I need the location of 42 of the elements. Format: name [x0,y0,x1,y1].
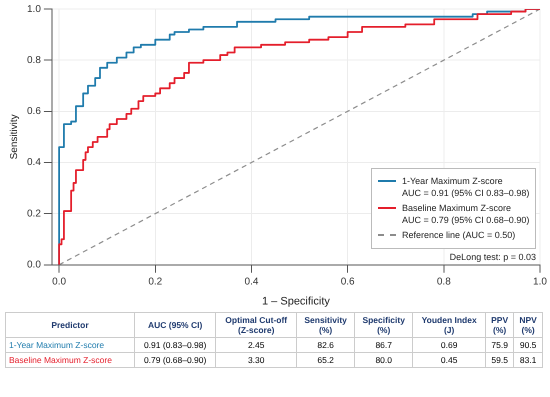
y-tick-label: 0.6 [26,106,42,118]
category-label: Specificity (%) [354,312,413,338]
legend-label: 1-Year Maximum Z-score AUC = 0.91 (95% CI 0.83–0.98) [402,174,530,200]
text: 86.7 [375,340,392,350]
annotation: DeLong test: p = 0.03 [450,252,536,262]
text: 3.30 [248,355,264,365]
category-label: 1-Year Maximum Z-score [9,340,104,350]
y-tick-label: 0.8 [26,54,42,66]
legend-label: Baseline Maximum Z-score AUC = 0.79 (95% CI 0.68–0.90) [402,202,530,226]
category-label: Optimal Cut-off (Z-score) [216,312,297,338]
text: 83.1 [520,355,536,365]
category-label: Sensitivity (%) [296,312,355,338]
text: 0.69 [440,340,458,350]
category-label: PPV (%) [486,312,514,338]
category-label: NPV (%) [514,312,542,338]
text: Predictor [6,312,134,338]
y-tick-label: 0.0 [26,260,42,271]
y-axis-title: Sensitivity [8,114,20,160]
text: 0.91 (0.83–0.98) [144,340,206,350]
x-tick-label: 1.0 [533,276,548,288]
category-label: Youden Index (J) [412,312,486,338]
text: 65.2 [317,355,334,365]
x-axis-title: 1 – Specificity [262,295,330,308]
y-tick-label: 0.2 [26,208,42,220]
y-tick-label: 1.0 [26,4,42,15]
x-tick-label: 0.2 [148,276,163,288]
x-tick-label: 0.0 [52,276,66,288]
x-tick-label: 0.8 [436,276,452,288]
text: 82.6 [317,340,334,350]
text: 2.45 [248,340,264,350]
text: 0.79 (0.68–0.90) [144,355,206,365]
text: 0.45 [440,355,458,365]
text: 90.5 [520,340,536,350]
text: 59.5 [491,355,508,365]
category-label: Baseline Maximum Z-score [9,355,112,365]
x-tick-label: 0.4 [244,276,259,288]
text: 75.9 [491,340,508,350]
y-tick-label: 0.4 [26,157,42,168]
text: 80.0 [375,355,392,365]
legend-label: Reference line (AUC = 0.50) [402,229,516,242]
category-label: AUC (95% CI) [134,312,216,338]
x-tick-label: 0.6 [340,276,356,288]
